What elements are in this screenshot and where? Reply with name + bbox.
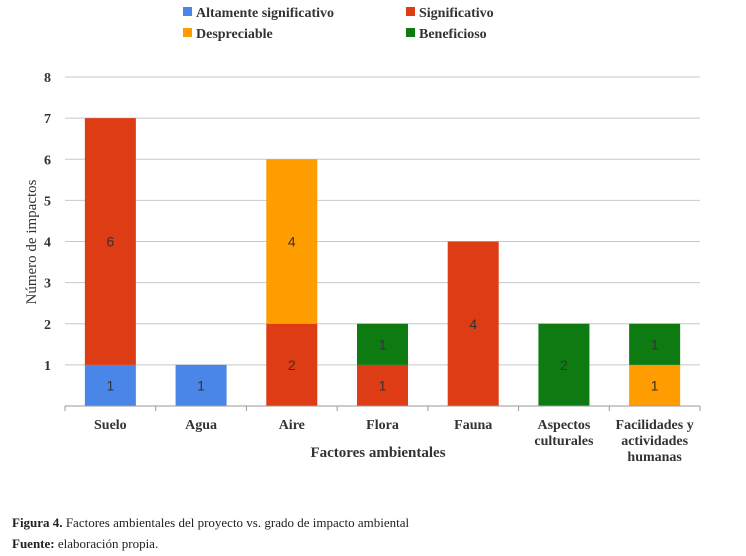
- x-tick-label: Suelo: [94, 418, 127, 433]
- chart-bars: 1 6 1 2 4 1 1 4 2 1 1: [84, 118, 681, 406]
- bar-segment: [266, 159, 318, 324]
- bar-value-label: 6: [106, 234, 114, 250]
- bar-value-label: 4: [469, 316, 477, 332]
- legend-swatch: [183, 28, 192, 37]
- chart-gridlines: [65, 76, 700, 366]
- bar-value-label: 1: [651, 336, 659, 352]
- bar-segment: [357, 364, 408, 406]
- bar-value-label: 4: [288, 234, 296, 250]
- figure-text: Factores ambientales del proyecto vs. gr…: [65, 515, 410, 530]
- bar-segment: [629, 364, 681, 406]
- y-tick-label: 3: [44, 277, 51, 292]
- legend-label: Altamente significativo: [196, 6, 334, 21]
- y-tick-label: 7: [44, 112, 51, 127]
- x-tick-label: Facilidades y actividades humanas: [616, 418, 694, 465]
- x-axis-title: Factores ambientales: [310, 445, 445, 461]
- x-tick-label: Aspectos culturales: [534, 418, 594, 449]
- bar-value-label: 2: [560, 357, 568, 373]
- legend-swatch: [406, 28, 415, 37]
- figure-caption: Figura 4. Factores ambientales del proye…: [12, 515, 409, 531]
- legend-item: Significativo: [406, 6, 494, 21]
- legend-item: Beneficioso: [406, 27, 487, 42]
- bar-segment: [629, 323, 681, 365]
- source-text: elaboración propia.: [57, 536, 159, 551]
- y-axis-title: Número de impactos: [24, 179, 40, 304]
- x-tick-label: Fauna: [454, 418, 492, 433]
- y-tick-label: 5: [44, 194, 51, 209]
- y-tick-label: 4: [44, 236, 51, 251]
- source-label: Fuente:: [12, 536, 55, 551]
- legend-label: Significativo: [419, 6, 494, 21]
- legend-swatch: [183, 7, 192, 16]
- y-tick-label: 8: [44, 71, 51, 86]
- figure-label: Figura 4.: [12, 515, 63, 530]
- legend-label: Despreciable: [196, 27, 273, 42]
- bar-value-label: 1: [651, 377, 659, 393]
- source-caption: Fuente: elaboración propia.: [12, 536, 158, 552]
- bar-segment: [175, 364, 227, 406]
- legend-swatch: [406, 7, 415, 16]
- bar-segment: [447, 241, 499, 406]
- bar-segment: [266, 323, 318, 406]
- y-tick-label: 2: [44, 318, 51, 333]
- x-tick-label: Aire: [279, 418, 305, 433]
- stacked-bar-chart: Altamente significativo Significativo Desp…: [24, 6, 701, 465]
- y-tick-label: 1: [44, 359, 51, 374]
- legend-item: Despreciable: [183, 27, 273, 42]
- bar-segment: [357, 323, 408, 365]
- x-tick-label: Agua: [185, 418, 217, 433]
- bar-segment: [538, 323, 590, 406]
- bar-value-label: 1: [379, 377, 387, 393]
- chart-legend: Altamente significativo Significativo Desp…: [183, 6, 494, 42]
- bar-value-label: 1: [106, 377, 114, 393]
- bar-value-label: 2: [288, 357, 296, 373]
- chart-axes: 1 2 3 4 5 6 7 8 Suelo Agua Aire Flora Fauna Aspectos c…: [24, 71, 701, 465]
- bar-segment: [84, 118, 136, 365]
- x-tick-label: Flora: [366, 418, 399, 433]
- bar-value-label: 1: [379, 336, 387, 352]
- bar-segment: [84, 364, 136, 406]
- legend-label: Beneficioso: [419, 27, 487, 42]
- y-tick-label: 6: [44, 153, 51, 168]
- legend-item: Altamente significativo: [183, 6, 334, 21]
- bar-value-label: 1: [197, 377, 205, 393]
